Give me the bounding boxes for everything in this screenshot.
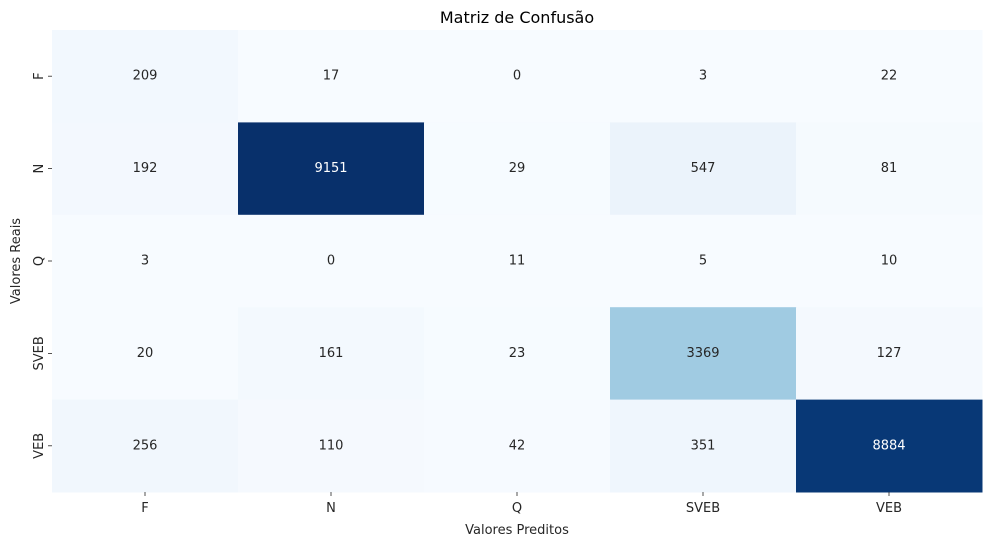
cell-value-SVEB-VEB: 127	[877, 346, 902, 361]
heatmap-cell-Q-N	[238, 214, 425, 308]
cell-value-N-Q: 29	[509, 161, 526, 176]
heatmap-cell-N-SVEB	[610, 122, 797, 216]
heatmap-cell-VEB-SVEB	[610, 399, 797, 493]
x-tick-label-N: N	[326, 501, 336, 516]
cell-value-Q-F: 3	[141, 254, 149, 269]
heatmap-cell-Q-F	[52, 214, 239, 308]
cell-value-N-N: 9151	[314, 161, 347, 176]
y-tick-label-Q: Q	[32, 256, 47, 266]
cell-value-Q-N: 0	[327, 254, 335, 269]
heatmap-cell-SVEB-VEB	[796, 307, 983, 401]
chart-title: Matriz de Confusão	[440, 8, 594, 27]
cell-value-F-VEB: 22	[881, 69, 898, 84]
heatmap-cell-Q-SVEB	[610, 214, 797, 308]
y-tick-label-N: N	[32, 164, 47, 174]
heatmap-cell-SVEB-Q	[424, 307, 611, 401]
cell-value-VEB-SVEB: 351	[691, 438, 716, 453]
cell-value-N-F: 192	[133, 161, 158, 176]
heatmap-cell-F-N	[238, 30, 425, 123]
cell-value-F-SVEB: 3	[699, 69, 707, 84]
cell-value-SVEB-Q: 23	[509, 346, 526, 361]
heatmap-cell-Q-VEB	[796, 214, 983, 308]
heatmap-cell-VEB-F	[52, 399, 239, 493]
cell-value-F-N: 17	[323, 69, 340, 84]
x-tick-label-SVEB: SVEB	[686, 501, 720, 516]
cell-value-VEB-F: 256	[133, 438, 158, 453]
heatmap-cell-VEB-VEB	[796, 399, 983, 493]
y-tick-label-VEB: VEB	[32, 433, 47, 459]
heatmap-cell-N-F	[52, 122, 239, 216]
heatmap-cell-SVEB-N	[238, 307, 425, 401]
y-tick-label-F: F	[32, 72, 47, 79]
x-tick-label-Q: Q	[512, 501, 522, 516]
heatmap-cell-F-VEB	[796, 30, 983, 123]
heatmap-cell-F-F	[52, 30, 239, 123]
y-axis-label: Valores Reais	[9, 218, 24, 304]
cell-value-Q-Q: 11	[509, 254, 526, 269]
heatmap-cell-VEB-Q	[424, 399, 611, 493]
cell-value-SVEB-SVEB: 3369	[686, 346, 719, 361]
x-tick-label-VEB: VEB	[876, 501, 902, 516]
heatmap-cell-SVEB-F	[52, 307, 239, 401]
heatmap-cell-SVEB-SVEB	[610, 307, 797, 401]
heatmap-cell-N-VEB	[796, 122, 983, 216]
heatmap-cell-N-Q	[424, 122, 611, 216]
x-axis-label: Valores Preditos	[465, 523, 569, 538]
x-tick-label-F: F	[141, 501, 148, 516]
heatmap-cell-labels: 209 17 0 3 22 192 9151 29 547 81 3 0 11 5 10 20 161 23 336…	[133, 69, 906, 454]
cell-value-SVEB-F: 20	[137, 346, 154, 361]
heatmap-cell-F-SVEB	[610, 30, 797, 123]
cell-value-VEB-N: 110	[319, 438, 344, 453]
heatmap-cell-VEB-N	[238, 399, 425, 493]
heatmap-cell-F-Q	[424, 30, 611, 123]
cell-value-F-F: 209	[133, 69, 158, 84]
cell-value-SVEB-N: 161	[319, 346, 344, 361]
cell-value-Q-VEB: 10	[881, 254, 898, 269]
cell-value-N-VEB: 81	[881, 161, 898, 176]
cell-value-VEB-VEB: 8884	[872, 438, 905, 453]
y-tick-label-SVEB: SVEB	[32, 336, 47, 370]
heatmap-cell-N-N	[238, 122, 425, 216]
heatmap-cells	[52, 30, 983, 493]
x-axis-ticks: F N Q SVEB VEB	[141, 492, 902, 516]
cell-value-Q-SVEB: 5	[699, 254, 707, 269]
cell-value-F-Q: 0	[513, 69, 521, 84]
cell-value-VEB-Q: 42	[509, 438, 526, 453]
y-axis-ticks: F N Q SVEB VEB	[32, 72, 52, 459]
cell-value-N-SVEB: 547	[691, 161, 716, 176]
heatmap-cell-Q-Q	[424, 214, 611, 308]
